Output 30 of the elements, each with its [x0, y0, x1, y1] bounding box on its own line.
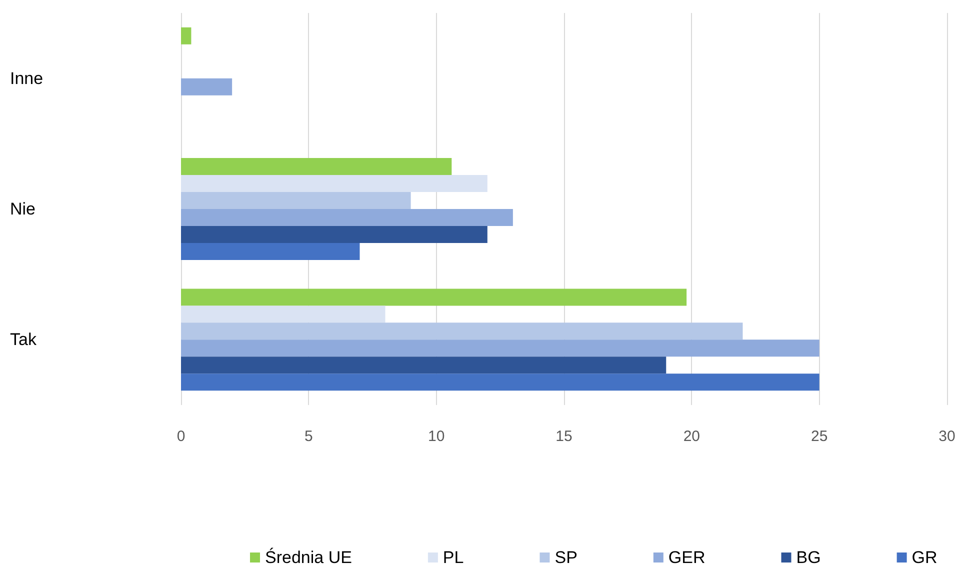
legend-label: PL — [442, 548, 464, 567]
bar — [181, 78, 232, 96]
bar — [181, 340, 820, 357]
bar — [181, 374, 820, 391]
legend-label: BG — [796, 548, 821, 567]
x-tick-label: 0 — [176, 428, 186, 445]
bar — [181, 209, 513, 226]
x-tick-label: 5 — [304, 428, 313, 445]
bar — [181, 192, 411, 209]
bar — [181, 288, 687, 306]
legend-label: GR — [912, 548, 938, 567]
bar — [181, 322, 743, 340]
x-tick-label: 30 — [938, 428, 956, 445]
y-tick-label: Inne — [10, 68, 44, 88]
bar — [181, 226, 488, 243]
x-tick-label: 25 — [810, 428, 828, 445]
y-tick-label: Nie — [10, 200, 36, 218]
x-tick-label: 15 — [556, 428, 572, 445]
legend-label: GER — [668, 548, 706, 567]
x-tick-label: 10 — [428, 428, 445, 445]
bar — [181, 306, 386, 323]
bar — [181, 242, 360, 260]
bar — [181, 175, 488, 192]
y-tick-label: Tak — [10, 330, 37, 350]
legend-label: Średnia UE — [265, 547, 352, 567]
bar — [181, 356, 666, 374]
x-tick-label: 20 — [683, 428, 700, 445]
bar — [181, 158, 452, 176]
legend-label: SP — [554, 548, 578, 567]
bar — [181, 27, 192, 44]
